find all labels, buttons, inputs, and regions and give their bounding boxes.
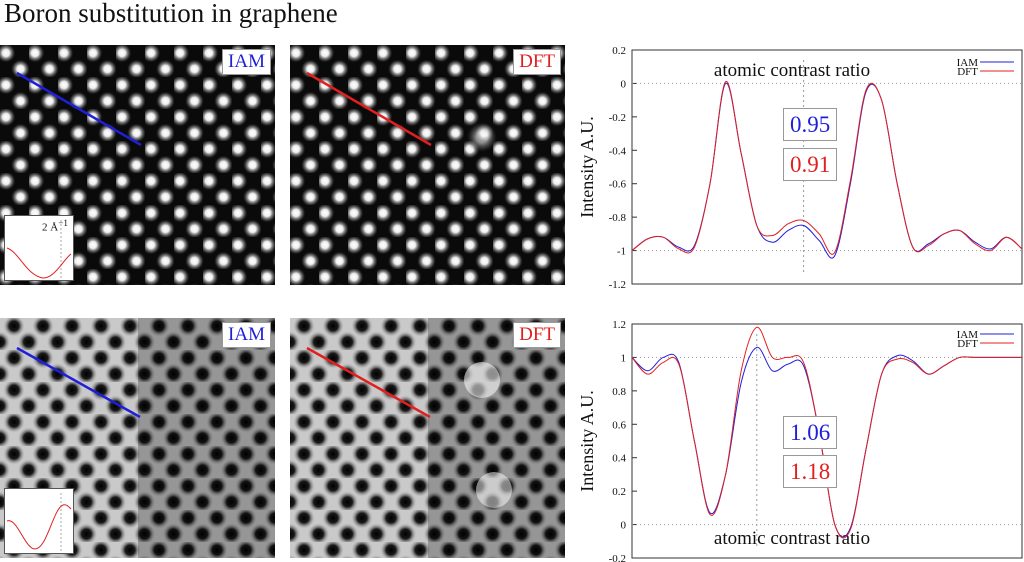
ratio-dft-top: 0.91 (783, 148, 838, 181)
panel-top-iam: IAM 2 Å−1 (0, 45, 275, 285)
y-tick-label: 1.2 (612, 319, 626, 331)
y-tick-label: -1 (617, 246, 626, 258)
panel-bottom-dft: DFT (290, 318, 565, 558)
inset-scale-label: 2 Å−1 (42, 218, 68, 234)
panel-label: IAM (222, 322, 271, 348)
line-plot-top: Intensity A.U. atomic contrast ratio IAM… (577, 45, 1023, 291)
y-tick-label: -0.2 (609, 112, 626, 124)
y-tick-label: 0.2 (612, 45, 626, 57)
legend-dft: DFT (957, 66, 978, 78)
legend-iam: IAM (957, 57, 979, 69)
stm-image-graphene (290, 45, 565, 285)
y-tick-label: -0.4 (609, 145, 627, 157)
figure-title: Boron substitution in graphene (4, 0, 338, 28)
panel-top-dft: DFT (290, 45, 565, 285)
ratio-iam-bottom: 1.06 (783, 416, 838, 449)
profile-line (306, 71, 432, 147)
y-tick-label: 0.8 (612, 386, 626, 398)
y-tick-label: -0.2 (609, 553, 626, 562)
y-tick-label: -1.2 (609, 279, 626, 291)
y-tick-label: 0.2 (612, 486, 626, 498)
annotation-text: atomic contrast ratio (714, 60, 870, 81)
inset-curve (6, 493, 72, 551)
y-axis-label: Intensity A.U. (577, 116, 597, 218)
legend-dft: DFT (957, 338, 978, 350)
profile-line (16, 346, 141, 419)
ratio-iam-top: 0.95 (783, 108, 838, 141)
fourier-inset: 2 Å−1 (4, 215, 74, 281)
profile-line (16, 71, 142, 147)
annotation-text: atomic contrast ratio (714, 528, 870, 549)
y-axis-label: Intensity A.U. (577, 390, 597, 492)
panel-bottom-iam: IAM (0, 318, 275, 558)
panel-label: DFT (513, 49, 561, 75)
y-tick-label: -0.8 (609, 212, 627, 224)
y-tick-label: 0.4 (612, 453, 626, 465)
plot-frame (631, 323, 1023, 559)
fourier-inset (4, 488, 74, 554)
legend-iam: IAM (957, 329, 979, 341)
stm-image-graphene (290, 318, 565, 558)
ratio-dft-bottom: 1.18 (783, 455, 838, 488)
y-tick-label: 0 (621, 520, 627, 532)
y-tick-label: -0.6 (609, 179, 627, 191)
plot-frame (631, 49, 1023, 285)
y-tick-label: 0.6 (612, 419, 626, 431)
y-tick-label: 1 (621, 352, 627, 364)
panel-label: DFT (513, 322, 561, 348)
panel-label: IAM (222, 49, 271, 75)
inset-curve (6, 220, 72, 279)
y-tick-label: 0 (621, 78, 627, 90)
series-line-dft (631, 81, 1023, 255)
profile-line (306, 346, 431, 419)
